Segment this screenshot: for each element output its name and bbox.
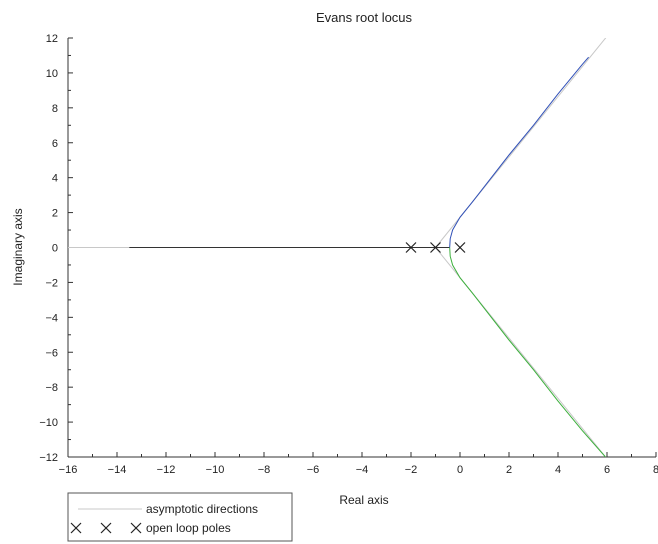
x-tick-label: 6	[604, 464, 610, 476]
x-tick-label: −10	[206, 464, 225, 476]
x-tick-label: 0	[457, 464, 463, 476]
pole-marker	[405, 242, 417, 253]
y-tick-label: 4	[52, 173, 58, 185]
y-tick-label: −4	[45, 312, 58, 324]
x-tick-label: 2	[506, 464, 512, 476]
x-tick-label: −6	[307, 464, 320, 476]
x-tick-label: −16	[59, 464, 78, 476]
y-tick-label: 10	[46, 68, 58, 80]
x-tick-label: −12	[157, 464, 176, 476]
y-tick-label: −10	[39, 417, 58, 429]
legend-cross-stroke	[70, 522, 82, 534]
pole-cross-stroke	[454, 242, 466, 253]
y-tick-label: −8	[45, 382, 58, 394]
legend-cross-icon	[70, 522, 82, 534]
y-tick-label: 8	[52, 103, 58, 115]
locus-lower-branch-line	[449, 247, 607, 457]
y-tick-label: 6	[52, 138, 58, 150]
x-tick-label: −2	[405, 464, 418, 476]
series-group	[68, 38, 607, 457]
pole-marker	[430, 242, 441, 253]
chart-title: Evans root locus	[316, 10, 413, 25]
pole-cross-stroke	[405, 242, 417, 253]
x-tick-label: −4	[356, 464, 369, 476]
pole-cross-stroke	[430, 242, 441, 253]
legend-label: open loop poles	[146, 521, 231, 535]
locus-upper-branch-line	[449, 56, 589, 248]
legend-box	[67, 492, 293, 542]
y-axis-label: Imaginary axis	[11, 208, 25, 285]
axes: −16 −14 −12 −10 −8 −6 −4 −2 0 2 4 6 8 −12 −10 −8 −6 −4 −2 0…	[39, 33, 658, 476]
legend-cross-stroke	[100, 522, 112, 534]
y-tick-label: 0	[52, 243, 58, 255]
y-tick-label: −2	[45, 277, 58, 289]
legend-cross-stroke	[130, 522, 142, 534]
y-tick-label: 2	[52, 208, 58, 220]
x-tick-label: −8	[258, 464, 271, 476]
pole-marker	[454, 242, 466, 253]
legend-cross-icon	[130, 522, 142, 534]
x-tick-label: 4	[555, 464, 561, 476]
y-tick-label: −6	[45, 347, 58, 359]
x-axis-label: Real axis	[339, 493, 388, 507]
legend-label: asymptotic directions	[146, 502, 258, 516]
x-tick-label: 8	[653, 464, 658, 476]
legend-cross-icon	[100, 522, 112, 534]
y-tick-label: −12	[39, 452, 58, 464]
legend: asymptotic directions open loop poles	[67, 492, 293, 542]
open-loop-poles	[405, 242, 466, 253]
y-tick-label: 12	[46, 33, 58, 45]
x-tick-label: −14	[108, 464, 127, 476]
